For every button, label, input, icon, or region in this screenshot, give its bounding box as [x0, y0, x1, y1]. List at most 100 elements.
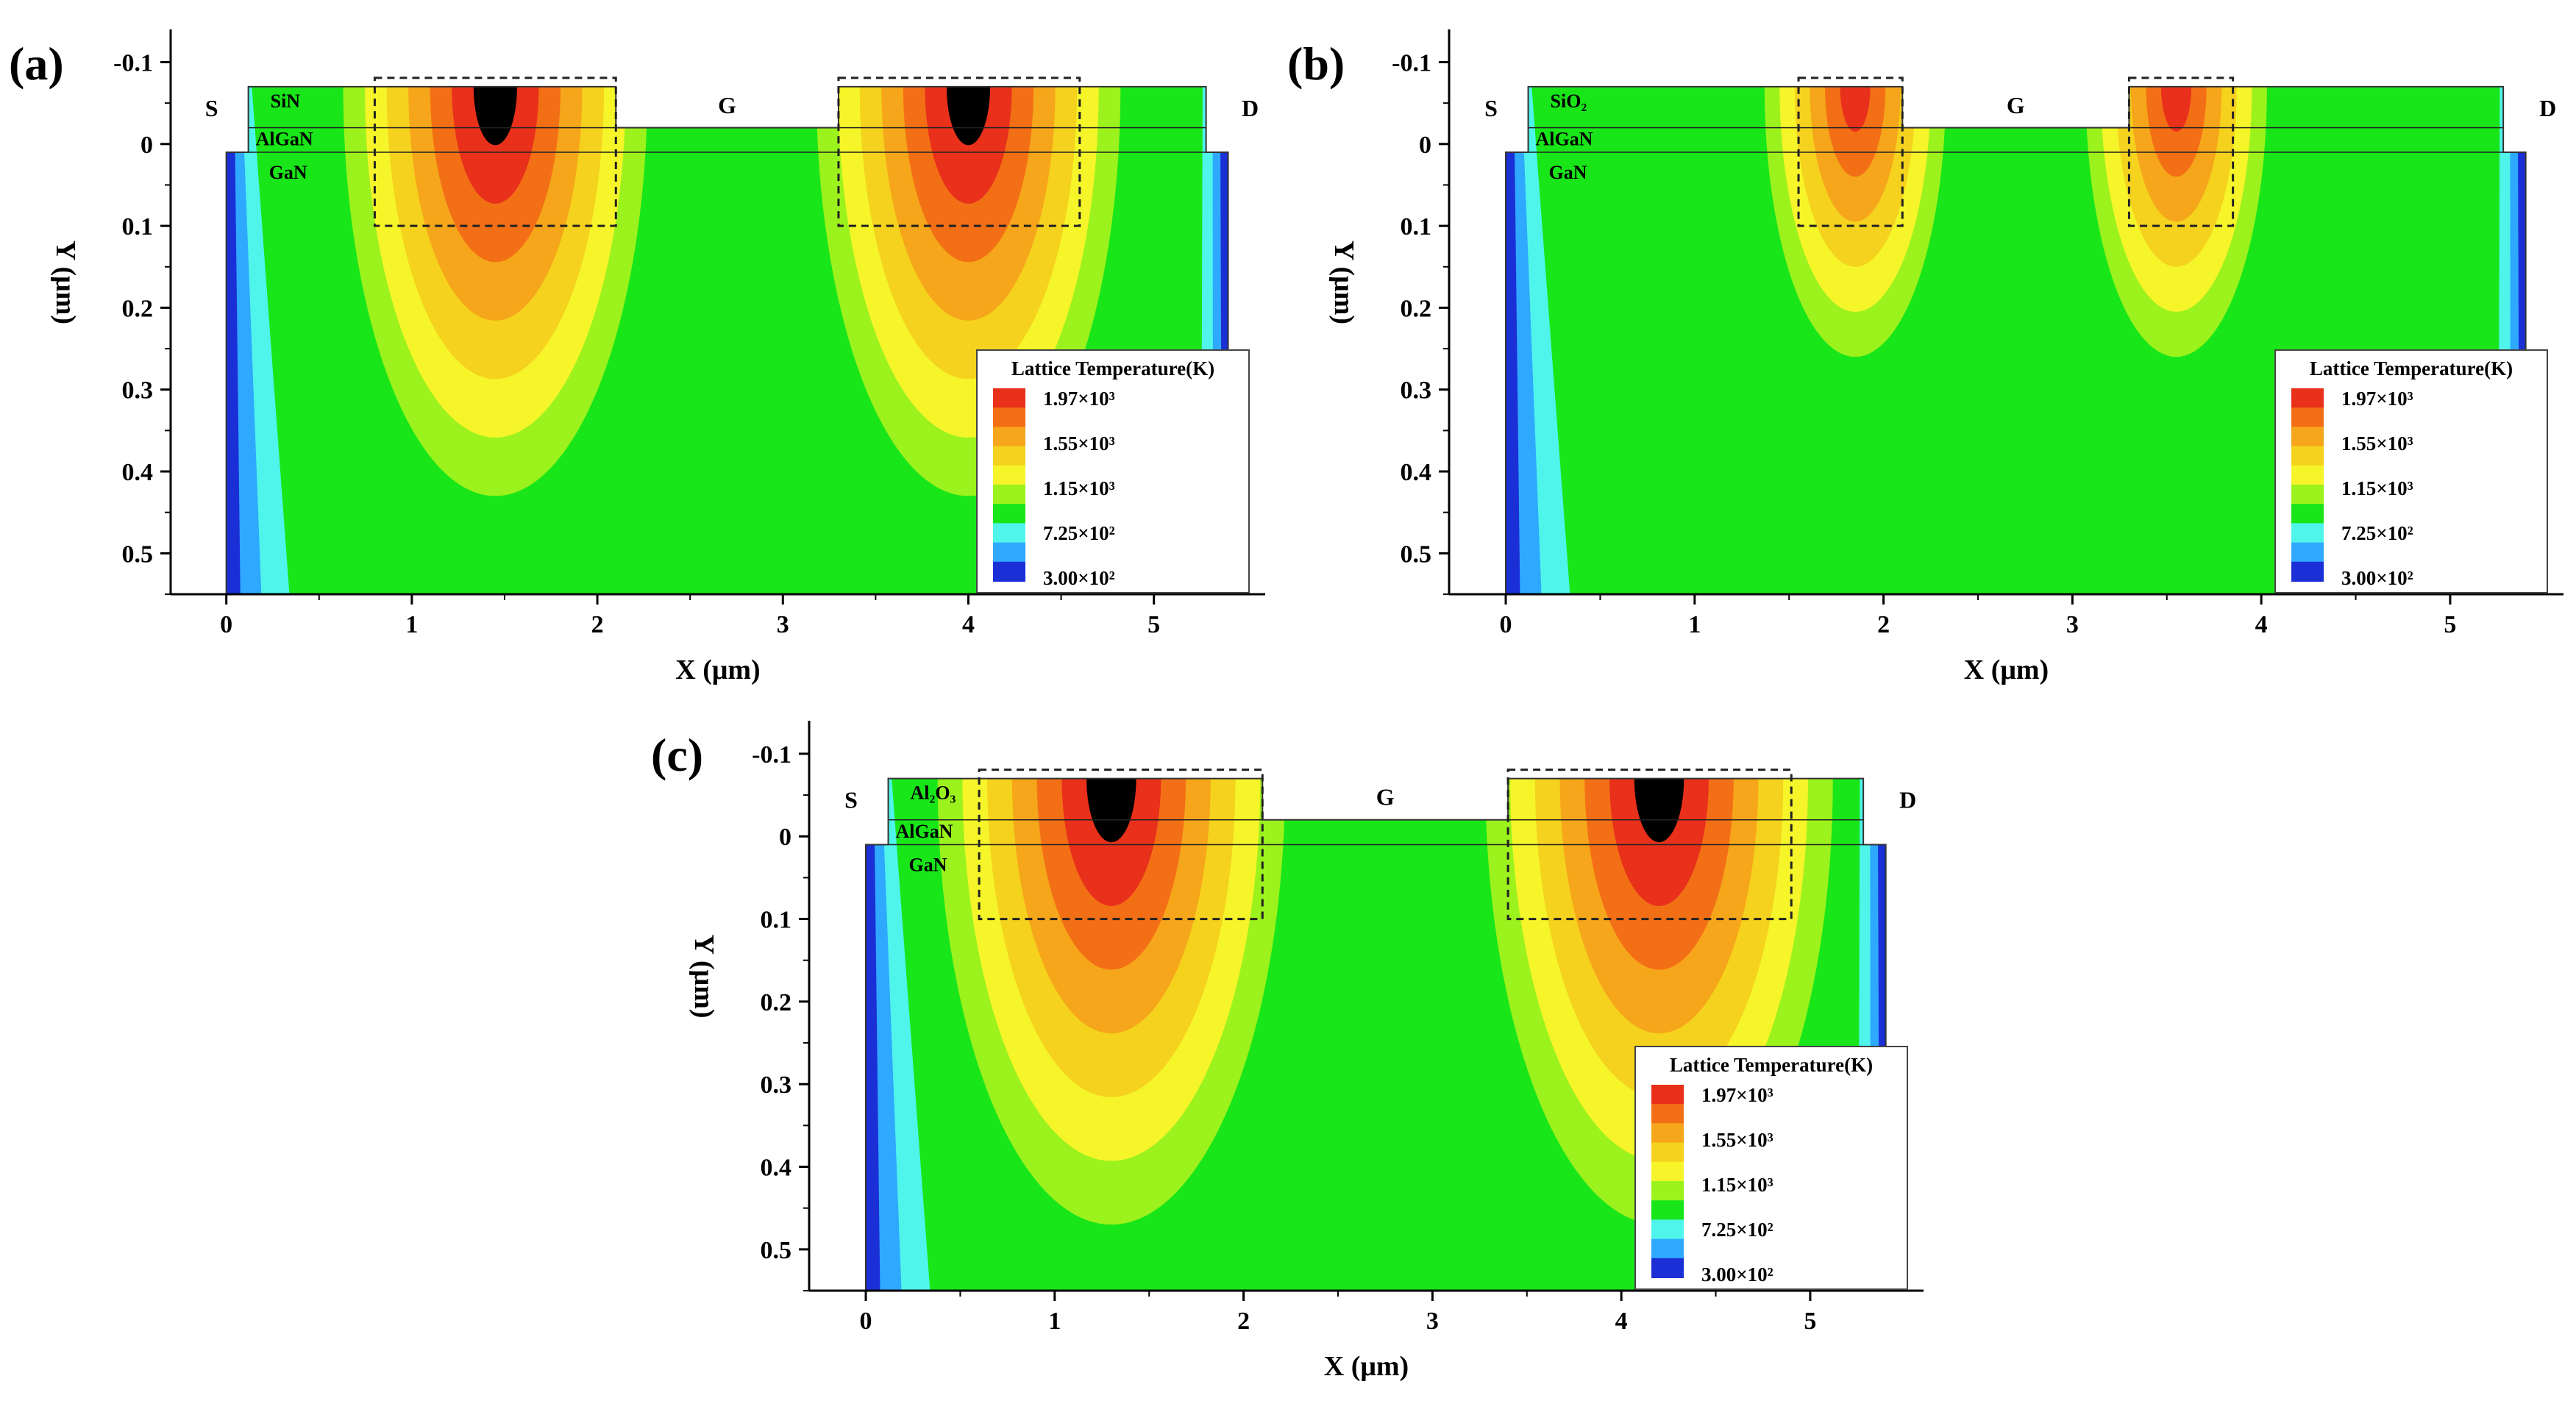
drain-label: D — [2539, 95, 2556, 121]
x-tick-label: 2 — [1877, 611, 1890, 638]
legend: Lattice Temperature(K) 1.97×10³ 1.55×10³ 1.… — [976, 349, 1250, 593]
y-tick-label: 0.4 — [122, 459, 154, 486]
hotspot-contour — [1634, 778, 1684, 843]
y-tick-label: 0.4 — [1401, 459, 1432, 486]
x-tick-label: 1 — [1688, 611, 1701, 638]
y-tick-label: 0.3 — [761, 1072, 792, 1099]
y-tick-label: 0 — [779, 824, 791, 851]
gan-layer-label: GaN — [1549, 162, 1587, 183]
legend-color-step — [1651, 1142, 1684, 1163]
y-tick-label: 0 — [140, 132, 153, 159]
legend-color-step — [993, 542, 1025, 563]
panel-b: 0 1 2 3 4 5 -0.1 0 0.1 0.2 0.3 0.4 0.5 X (μm) Y (μm) (b… — [1287, 29, 2563, 685]
legend-title: Lattice Temperature(K) — [1670, 1054, 1873, 1076]
drain-label: D — [1242, 95, 1259, 121]
legend-entry: 7.25×10² — [1701, 1219, 1773, 1241]
legend-color-step — [1651, 1200, 1684, 1221]
y-tick-label: 0.1 — [1401, 213, 1432, 240]
y-axis-title: Y (μm) — [50, 240, 81, 324]
legend-title: Lattice Temperature(K) — [2310, 357, 2513, 379]
legend-entry: 3.00×10² — [2341, 567, 2413, 589]
hotspot-contour — [1810, 86, 1901, 222]
barrier-layer-label: AlGaN — [256, 129, 313, 150]
legend-color-step — [2291, 407, 2324, 428]
hotspot-contour — [946, 86, 991, 146]
y-axis-title: Y (μm) — [1328, 240, 1359, 324]
hotspot-contour — [1061, 778, 1161, 906]
legend: Lattice Temperature(K) 1.97×10³ 1.55×10³ 1.… — [2274, 349, 2548, 593]
x-tick-label: 5 — [1804, 1308, 1816, 1335]
legend-entry: 3.00×10² — [1701, 1263, 1773, 1286]
legend-color-step — [2291, 542, 2324, 563]
x-tick-label: 0 — [860, 1308, 872, 1335]
hotspot-contour — [1824, 86, 1886, 177]
drain-label: D — [1899, 787, 1916, 813]
legend-color-step — [1651, 1123, 1684, 1144]
legend-color-step — [2291, 465, 2324, 485]
legend-entry: 7.25×10² — [2341, 522, 2413, 544]
passivation-label: Al₂O₃ — [911, 782, 956, 804]
legend-color-step — [993, 561, 1025, 582]
legend-color-step — [2291, 523, 2324, 543]
y-tick-label: 0.2 — [1401, 295, 1432, 322]
hotspot-contour — [430, 86, 561, 263]
x-tick-label: 2 — [1237, 1308, 1250, 1335]
passivation-label: SiN — [271, 90, 301, 112]
legend-entry: 3.00×10² — [1043, 567, 1115, 589]
gate-label: G — [2007, 92, 2025, 118]
x-axis-title: X (μm) — [675, 655, 760, 685]
hotspot-contour — [1086, 778, 1136, 843]
legend-color-step — [2291, 446, 2324, 466]
highlight-dashed-box — [1797, 76, 1904, 227]
x-axis-title: X (μm) — [1324, 1351, 1409, 1382]
highlight-dashed-box — [978, 769, 1264, 921]
legend-color-step — [2291, 504, 2324, 524]
legend-color-step — [1651, 1238, 1684, 1259]
hotspot-contour — [2146, 86, 2207, 177]
gan-layer-label: GaN — [909, 854, 947, 875]
temperature-field — [866, 778, 1886, 1291]
legend-color-step — [1651, 1161, 1684, 1182]
hotspot-contour — [925, 86, 1012, 204]
legend-entry: 1.15×10³ — [1701, 1174, 1773, 1196]
legend-color-step — [993, 446, 1025, 466]
legend-entry: 1.55×10³ — [1043, 432, 1115, 454]
legend-color-step — [2291, 561, 2324, 582]
hotspot-contour — [2161, 86, 2192, 132]
highlight-dashed-box — [2127, 76, 2235, 227]
legend-color-step — [1651, 1181, 1684, 1202]
hotspot-contour — [2130, 86, 2222, 222]
panel-c: 0 1 2 3 4 5 -0.1 0 0.1 0.2 0.3 0.4 0.5 X (μm) Y (μm) (c… — [651, 721, 1924, 1382]
legend-entry: 1.55×10³ — [1701, 1129, 1773, 1151]
gate-label: G — [718, 92, 736, 118]
y-axis-title: Y (μm) — [689, 934, 719, 1018]
passivation-label: SiO₂ — [1551, 90, 1587, 112]
x-tick-label: 4 — [962, 611, 975, 638]
panel-label: (b) — [1287, 38, 1345, 90]
legend-color-step — [993, 427, 1025, 447]
legend-entry: 1.97×10³ — [1701, 1084, 1773, 1106]
hotspot-contour — [1609, 778, 1709, 906]
panel-label: (a) — [9, 38, 64, 90]
x-tick-label: 5 — [2444, 611, 2456, 638]
legend-title: Lattice Temperature(K) — [1011, 357, 1214, 379]
x-tick-label: 1 — [405, 611, 418, 638]
x-tick-label: 3 — [777, 611, 789, 638]
x-tick-label: 0 — [220, 611, 232, 638]
legend-color-step — [1651, 1258, 1684, 1278]
y-tick-label: 0.5 — [761, 1237, 792, 1264]
hotspot-contour — [452, 86, 539, 204]
y-tick-label: 0 — [1419, 132, 1431, 159]
legend: Lattice Temperature(K) 1.97×10³ 1.55×10³ 1.… — [1634, 1046, 1908, 1290]
y-tick-label: 0.5 — [122, 541, 154, 568]
legend-color-step — [2291, 427, 2324, 447]
hotspot-contour — [473, 86, 517, 146]
source-cool-band — [1506, 86, 1520, 595]
legend-color-step — [1651, 1104, 1684, 1124]
highlight-dashed-box — [837, 76, 1081, 227]
x-tick-label: 2 — [591, 611, 604, 638]
panel-a: 0 1 2 3 4 5 -0.1 0 0.1 0.2 0.3 0.4 0.5 X (μm) Y (μm) (a… — [9, 29, 1265, 685]
legend-color-step — [2291, 388, 2324, 409]
gate-label: G — [1376, 784, 1395, 810]
